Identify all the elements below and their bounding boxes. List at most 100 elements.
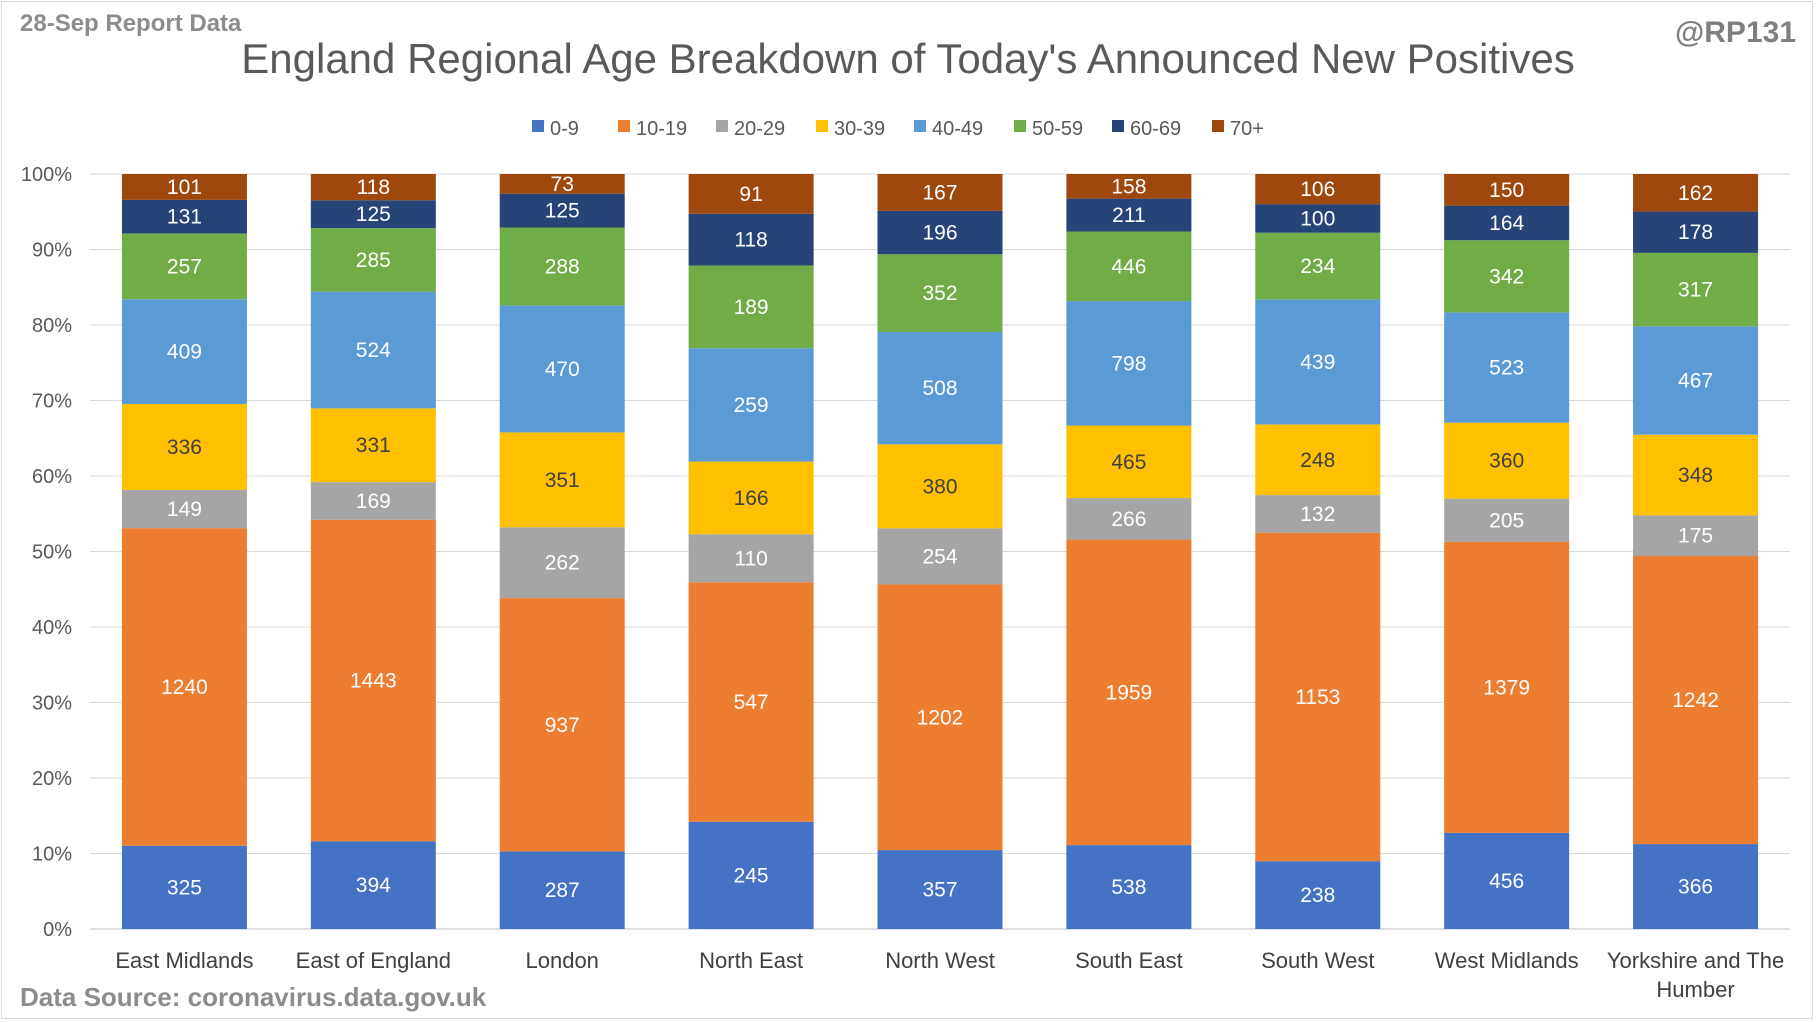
bar-segment [1633,326,1759,435]
data-label: 287 [545,879,580,902]
data-label: 357 [922,879,957,902]
data-label: 234 [1300,255,1335,278]
bar-segment [121,490,247,529]
bar-segment [1255,532,1381,862]
bar-segment [877,584,1003,851]
data-label: 132 [1300,503,1335,526]
bar-segment [1066,539,1192,846]
data-label: 394 [356,874,391,897]
data-label: 366 [1678,876,1713,899]
bar-segment [1255,424,1381,496]
bar-segment [1444,205,1570,241]
bar-segment [1066,174,1192,199]
data-label: 342 [1489,265,1524,288]
data-label: 254 [922,545,957,568]
bar-segment [1444,174,1570,206]
data-label: 262 [545,552,580,575]
legend-label: 10-19 [636,118,687,140]
bar-segment [499,305,625,433]
bar-segment [1066,425,1192,499]
data-label: 1153 [1295,686,1340,709]
data-label: 470 [545,358,580,381]
bar-segment [1633,211,1759,253]
data-label: 178 [1678,221,1713,244]
bar-segment [121,233,247,300]
data-label: 348 [1678,464,1713,487]
legend-swatch [1014,120,1026,132]
bar-segment [499,851,625,929]
bar-segment [877,850,1003,929]
data-label: 360 [1489,450,1524,473]
data-label: 118 [734,229,767,252]
data-label: 189 [734,296,769,319]
bar-segment [310,841,436,929]
bar-segment [499,432,625,528]
legend-swatch [816,120,828,132]
bar-segment [877,332,1003,445]
data-label: 205 [1489,509,1524,532]
bar-segment [1444,240,1570,313]
bar-segment [310,174,436,201]
data-label: 1959 [1106,681,1153,704]
x-axis: East Midlands East of England London North … [115,948,1784,1002]
bar-segment [1633,556,1759,845]
bar-segment [1633,515,1759,557]
legend-item: 50-59 [1014,118,1083,140]
chart-title: England Regional Age Breakdown of Today'… [241,35,1575,82]
legend-label: 60-69 [1130,118,1181,140]
data-label: 352 [922,282,957,305]
data-label: 1379 [1483,676,1530,699]
bar-segment [688,265,814,349]
y-tick-label: 60% [32,466,72,488]
bar-stack: 366 1242 175 348 467 317 178 162 [1633,174,1759,929]
data-label: 245 [734,864,769,887]
data-label: 169 [356,490,391,513]
bar-segment [121,299,247,404]
bar-segment [688,461,814,535]
legend-label: 40-49 [932,118,983,140]
data-label: 538 [1111,876,1146,899]
data-label: 1240 [161,676,208,699]
bar-segment [499,598,625,852]
data-source: Data Source: coronavirus.data.gov.uk [20,982,487,1012]
legend-swatch [532,120,544,132]
data-label: 317 [1678,279,1713,302]
data-label: 167 [922,181,957,204]
legend-label: 30-39 [834,118,885,140]
data-label: 118 [357,176,390,199]
bar-stack: 245 547 110 166 259 189 118 91 [688,174,814,929]
y-tick-label: 90% [32,240,72,262]
bar-segment [310,200,436,229]
bar-segment [1444,312,1570,423]
legend-swatch [1212,120,1224,132]
x-tick-label: South West [1261,948,1374,973]
data-label: 456 [1489,870,1524,893]
legend-label: 20-29 [734,118,785,140]
data-label: 524 [356,339,391,362]
data-label: 1242 [1672,689,1719,712]
x-tick-label: Yorkshire and The Humber [1607,948,1784,1002]
legend-swatch [618,120,630,132]
bar-segment [1255,861,1381,929]
data-label: 125 [356,203,391,226]
y-tick-label: 100% [21,164,72,186]
data-label: 336 [167,436,202,459]
bar-stack: 538 1959 266 465 798 446 211 158 [1066,174,1192,929]
author-handle: @RP131 [1675,16,1796,49]
data-label: 266 [1111,508,1146,531]
legend-item: 30-39 [816,118,885,140]
legend-swatch [716,120,728,132]
data-label: 211 [1112,204,1145,227]
bar-segment [121,199,247,234]
data-label: 164 [1489,212,1524,235]
data-label: 166 [734,487,769,510]
data-label: 131 [167,206,202,229]
bar-segment [688,534,814,583]
data-label: 106 [1300,178,1335,201]
bar-segment [499,193,625,228]
data-label: 110 [734,547,767,570]
data-label: 467 [1678,370,1713,393]
y-tick-label: 10% [32,844,72,866]
data-label: 91 [739,183,762,206]
